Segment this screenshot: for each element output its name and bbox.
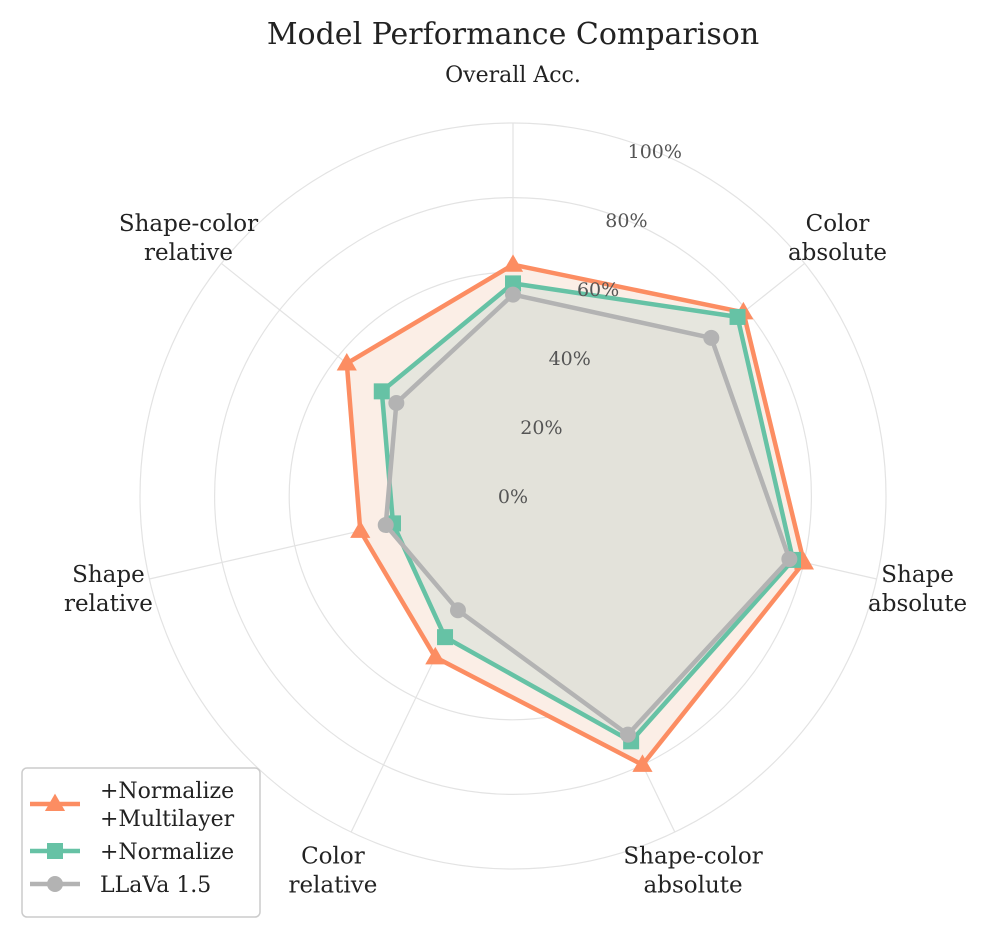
legend-entry-llava-1-5: LLaVa 1.5 xyxy=(30,873,211,898)
radial-tick-label: 80% xyxy=(605,210,647,232)
series-line-normalize xyxy=(379,281,796,744)
category-label-line: Shape xyxy=(881,562,954,588)
category-label-line: absolute xyxy=(788,240,887,266)
radial-tick-labels: 0% 20% 40% 60% 80% 100% xyxy=(498,141,682,508)
data-point-llava-1-5 xyxy=(505,286,521,303)
data-point-normalize xyxy=(505,275,521,292)
category-label-shape-color-absolute: Shape-color absolute xyxy=(623,843,762,898)
series-fill-llava-1-5 xyxy=(385,294,790,735)
category-label-line: Shape-color xyxy=(623,843,762,869)
legend-label: +Normalize +Multilayer xyxy=(100,779,235,832)
category-label-shape-absolute: Shape absolute xyxy=(868,562,967,617)
data-point-normalize-multilayer xyxy=(425,646,446,665)
legend: +Normalize +Multilayer +Normalize LLaVa 1.5 xyxy=(21,767,261,918)
radial-tick-label: 0% xyxy=(498,486,528,508)
radial-tick-label: 20% xyxy=(520,417,562,439)
category-label-line: relative xyxy=(64,591,153,617)
chart-title: Model Performance Comparison xyxy=(267,17,759,52)
data-point-normalize-multilayer xyxy=(350,520,371,538)
category-label-line: Overall Acc. xyxy=(445,63,581,88)
category-label-color-relative: Color relative xyxy=(288,843,377,898)
category-label-line: Color xyxy=(806,211,870,237)
legend-label: +Normalize xyxy=(100,840,234,865)
category-label-line: absolute xyxy=(644,872,743,898)
category-label-line: absolute xyxy=(868,591,967,617)
legend-label-line: LLaVa 1.5 xyxy=(100,873,211,898)
category-label-color-absolute: Color absolute xyxy=(788,211,887,266)
data-point-normalize xyxy=(729,308,746,325)
data-point-llava-1-5 xyxy=(388,394,405,411)
legend-label-line: +Normalize xyxy=(100,779,234,804)
data-point-llava-1-5 xyxy=(377,517,394,534)
category-label-line: Shape-color xyxy=(119,211,258,237)
data-point-normalize-multilayer xyxy=(336,353,357,371)
category-label-line: Shape xyxy=(72,562,145,588)
legend-label-line: +Multilayer xyxy=(100,807,235,832)
data-point-llava-1-5 xyxy=(703,329,720,346)
category-label-shape-relative: Shape relative xyxy=(64,562,153,617)
legend-marker xyxy=(44,793,66,812)
legend-entry-normalize-multilayer: +Normalize +Multilayer xyxy=(30,779,235,832)
legend-marker xyxy=(47,843,63,859)
radial-tick-label: 60% xyxy=(577,279,619,301)
data-point-normalize xyxy=(437,629,454,646)
data-point-llava-1-5 xyxy=(449,602,466,619)
data-point-normalize-multilayer xyxy=(502,254,524,272)
legend-marker xyxy=(47,876,63,892)
radar-series xyxy=(336,254,814,772)
category-label-line: Color xyxy=(301,843,365,869)
data-point-normalize-multilayer xyxy=(632,754,653,772)
data-point-normalize xyxy=(373,383,390,400)
category-label-overall-acc: Overall Acc. xyxy=(445,63,581,88)
category-label-line: relative xyxy=(144,240,233,266)
data-point-llava-1-5 xyxy=(619,726,636,743)
category-label-line: relative xyxy=(288,872,377,898)
series-line-llava-1-5 xyxy=(383,292,792,737)
series-line-normalize-multilayer xyxy=(344,262,807,768)
legend-box xyxy=(21,767,261,918)
legend-entry-normalize: +Normalize xyxy=(30,840,234,865)
radial-tick-label: 40% xyxy=(549,348,591,370)
radial-tick-label: 100% xyxy=(628,141,682,163)
category-label-shape-color-relative: Shape-color relative xyxy=(119,211,258,266)
legend-label-line: +Normalize xyxy=(100,840,234,865)
legend-label: LLaVa 1.5 xyxy=(100,873,211,898)
data-point-llava-1-5 xyxy=(781,551,798,568)
